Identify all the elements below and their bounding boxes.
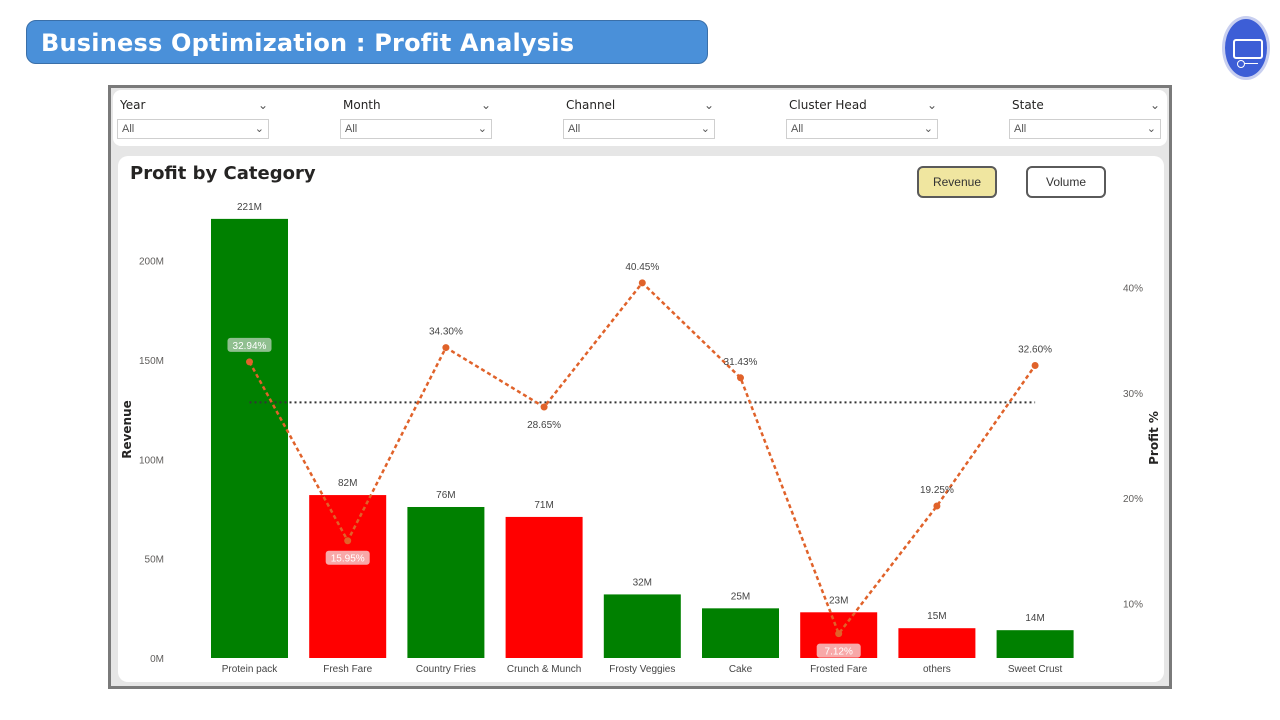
title-bar: Business Optimization : Profit Analysis — [26, 20, 708, 64]
bar — [309, 495, 387, 658]
profit-value-label: 34.30% — [429, 327, 463, 338]
profit-label-bg — [227, 337, 272, 352]
bar — [996, 630, 1074, 658]
bar-value-label: 25M — [731, 591, 750, 602]
cluster-head-dropdown[interactable]: All ⌄ — [786, 119, 938, 139]
bar — [211, 218, 288, 658]
dropdown-value: All — [568, 123, 581, 135]
dropdown-value: All — [1014, 123, 1027, 135]
bar-value-label: 15M — [927, 611, 946, 622]
category-label: Cake — [729, 664, 753, 675]
bar-value-label: 82M — [338, 478, 357, 489]
chevron-down-icon[interactable]: ⌄ — [258, 98, 269, 112]
profit-point — [933, 502, 941, 510]
y2-tick-label: 40% — [1123, 284, 1143, 295]
profit-value-label: 19.25% — [920, 485, 954, 496]
profit-label-bg — [816, 643, 861, 658]
y-tick-label: 200M — [139, 257, 164, 268]
filter-channel[interactable]: Channel ⌄ All ⌄ — [559, 90, 769, 146]
category-label: Frosty Veggies — [609, 664, 675, 675]
brand-logo — [1222, 16, 1270, 80]
revenue-toggle-button[interactable]: Revenue — [917, 166, 997, 198]
bar-value-label: 32M — [633, 577, 652, 588]
y2-tick-label: 30% — [1123, 389, 1143, 400]
dropdown-value: All — [791, 123, 804, 135]
category-label: Protein pack — [222, 664, 279, 675]
dropdown-value: All — [122, 123, 135, 135]
profit-value-label: 40.45% — [625, 262, 659, 273]
y2-tick-label: 10% — [1123, 599, 1143, 610]
filter-month[interactable]: Month ⌄ All ⌄ — [336, 90, 546, 146]
bar-value-label: 221M — [237, 202, 262, 213]
profit-chart: Revenue Profit % 0M 50M 100M 150M 200M 10% 20% 30… — [120, 202, 1161, 675]
filter-bar: Year ⌄ All ⌄ Month ⌄ All ⌄ Channel ⌄ All… — [113, 90, 1167, 146]
chevron-down-icon: ⌄ — [700, 123, 710, 135]
profit-point — [540, 403, 548, 411]
chevron-down-icon: ⌄ — [1146, 123, 1156, 135]
category-label: Sweet Crust — [1008, 664, 1063, 675]
chart-panel: Revenue Profit % 0M 50M 100M 150M 200M 10% 20% 30… — [118, 156, 1164, 682]
chevron-down-icon: ⌄ — [923, 123, 933, 135]
bar-value-label: 71M — [534, 500, 553, 511]
profit-value-label: 28.65% — [527, 420, 561, 431]
profit-point — [246, 358, 253, 366]
profit-value-label: 32.94% — [233, 341, 267, 352]
category-label: Crunch & Munch — [507, 664, 581, 675]
month-dropdown[interactable]: All ⌄ — [340, 119, 492, 139]
bar — [702, 608, 779, 658]
y-tick-label: 150M — [139, 356, 164, 367]
profit-point — [442, 344, 450, 352]
bar-value-label: 23M — [829, 595, 848, 606]
bar — [505, 516, 583, 658]
category-label: Fresh Fare — [323, 664, 372, 675]
profit-value-label: 15.95% — [331, 554, 365, 565]
chevron-down-icon[interactable]: ⌄ — [481, 98, 492, 112]
state-dropdown[interactable]: All ⌄ — [1009, 119, 1161, 139]
y2-tick-label: 20% — [1123, 494, 1143, 505]
page-title: Business Optimization : Profit Analysis — [41, 29, 575, 57]
y-tick-label: 0M — [150, 654, 164, 665]
filter-cluster-head[interactable]: Cluster Head ⌄ All ⌄ — [782, 90, 992, 146]
filter-label: Cluster Head — [789, 98, 867, 112]
channel-dropdown[interactable]: All ⌄ — [563, 119, 715, 139]
profit-value-label: 32.60% — [1018, 344, 1052, 355]
volume-toggle-button[interactable]: Volume — [1026, 166, 1106, 198]
profit-point — [344, 537, 352, 545]
chevron-down-icon: ⌄ — [254, 123, 264, 135]
profit-label-bg — [325, 550, 370, 565]
bar — [407, 506, 485, 658]
category-label: others — [923, 664, 951, 675]
filter-year[interactable]: Year ⌄ All ⌄ — [113, 90, 323, 146]
chevron-down-icon[interactable]: ⌄ — [704, 98, 715, 112]
filter-label: Channel — [566, 98, 616, 112]
filter-label: Month — [343, 98, 381, 112]
y-tick-label: 50M — [145, 555, 164, 566]
dropdown-value: All — [345, 123, 358, 135]
filter-label: Year — [120, 98, 146, 112]
year-dropdown[interactable]: All ⌄ — [117, 119, 269, 139]
category-label: Frosted Fare — [810, 664, 868, 675]
chart-title: Profit by Category — [130, 163, 316, 184]
filter-label: State — [1012, 98, 1044, 112]
bar — [603, 594, 681, 658]
profit-point — [638, 279, 646, 287]
profit-value-label: 7.12% — [825, 647, 853, 658]
y-axis-title: Revenue — [120, 400, 134, 459]
chevron-down-icon: ⌄ — [477, 123, 487, 135]
category-label: Country Fries — [416, 664, 476, 675]
profit-point — [737, 374, 744, 382]
profit-value-label: 31.43% — [724, 357, 758, 368]
logo-mark — [1233, 39, 1263, 59]
profit-point — [1031, 361, 1039, 369]
chevron-down-icon[interactable]: ⌄ — [1150, 98, 1161, 112]
y-tick-label: 100M — [139, 455, 164, 466]
bar — [898, 628, 976, 658]
y2-axis-title: Profit % — [1147, 411, 1161, 465]
bar-value-label: 76M — [436, 490, 455, 501]
bar-value-label: 14M — [1025, 613, 1044, 624]
chevron-down-icon[interactable]: ⌄ — [927, 98, 938, 112]
profit-point — [835, 630, 843, 638]
filter-state[interactable]: State ⌄ All ⌄ — [1005, 90, 1215, 146]
